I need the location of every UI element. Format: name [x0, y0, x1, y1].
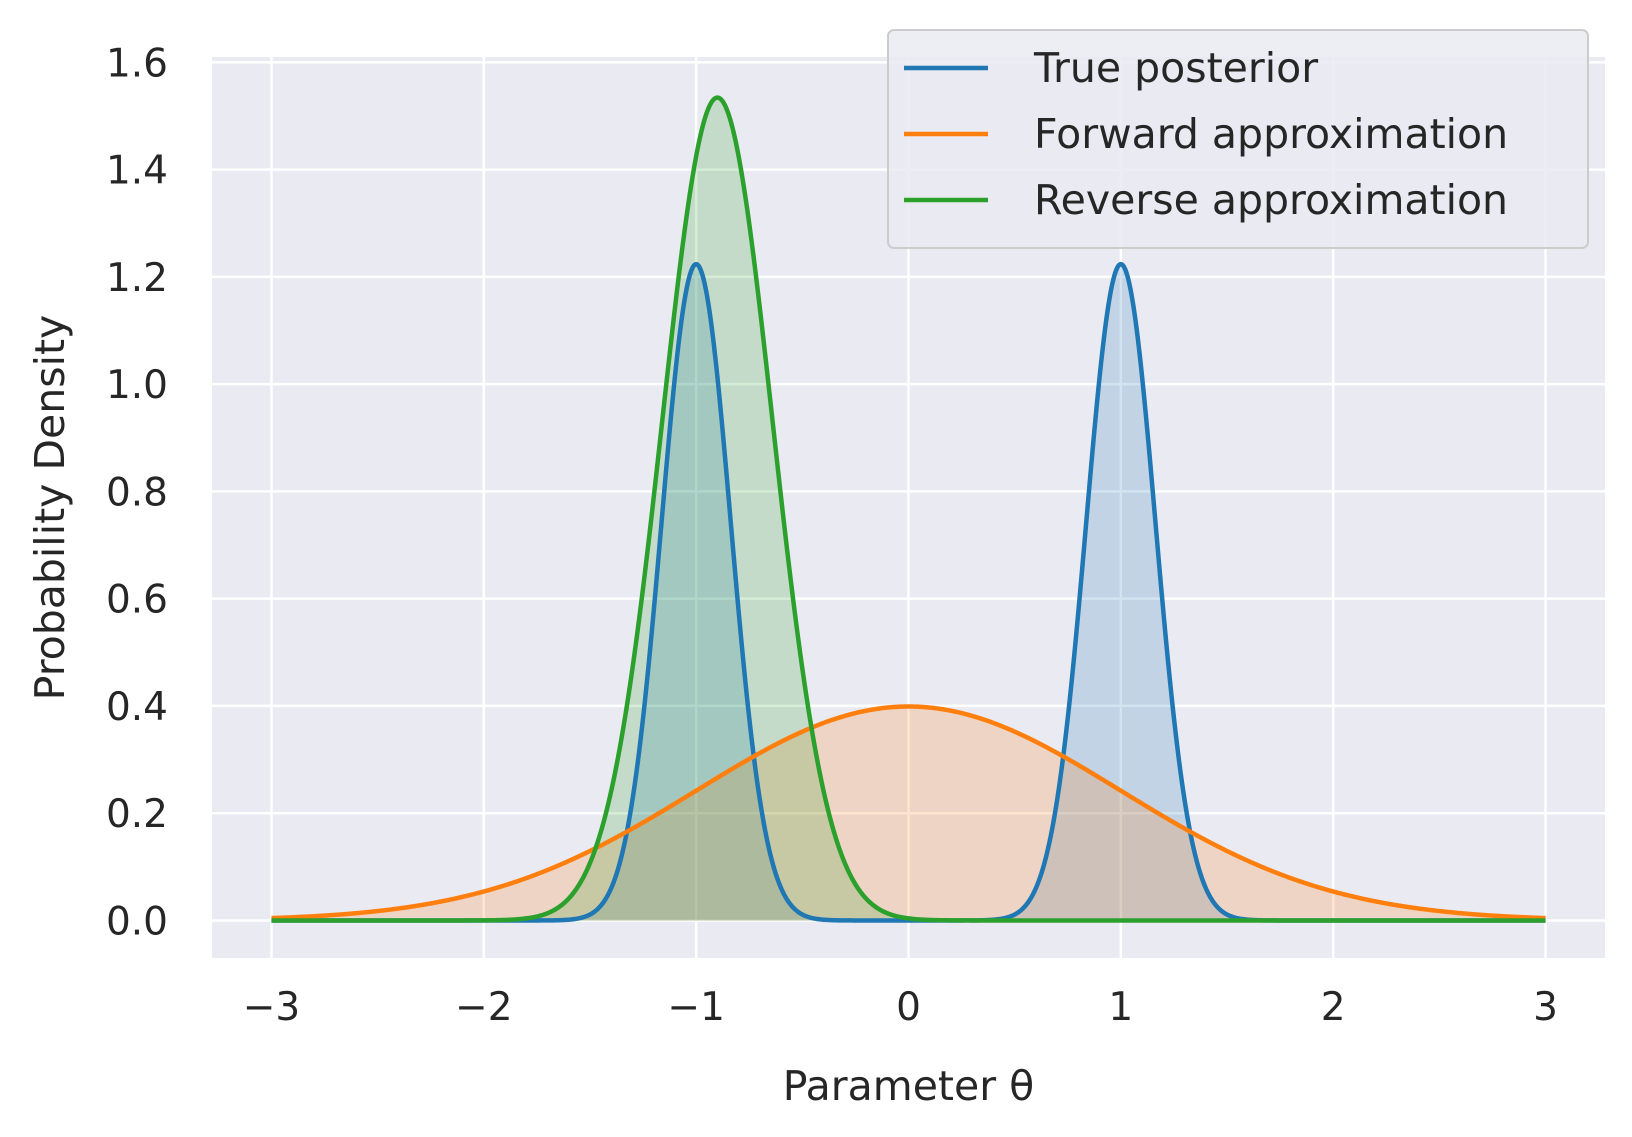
x-axis-ticks: −3 −2 −1 0 1 2 3	[243, 985, 1558, 1030]
x-tick-label: 0	[896, 985, 921, 1030]
y-tick-label: 0.0	[106, 899, 168, 944]
y-tick-label: 1.0	[106, 363, 168, 408]
legend: True posterior Forward approximation Rever…	[887, 29, 1589, 249]
x-axis-label: Parameter θ	[783, 1062, 1034, 1110]
y-tick-label: 0.6	[106, 578, 168, 623]
y-axis-label: Probability Density	[26, 315, 74, 701]
x-tick-label: −2	[455, 985, 513, 1030]
series-line-1	[270, 704, 1547, 921]
legend-entry-label: Reverse approximation	[1034, 176, 1508, 224]
x-tick-label: 1	[1108, 985, 1133, 1030]
series-line-2	[270, 95, 1547, 923]
x-tick-label: −3	[243, 985, 301, 1030]
y-tick-label: 1.4	[106, 149, 168, 194]
y-axis-ticks: 0.0 0.2 0.4 0.6 0.8 1.0 1.2 1.4 1.6	[106, 41, 168, 944]
legend-box	[887, 29, 1589, 249]
legend-entry-label: Forward approximation	[1034, 110, 1508, 158]
y-tick-label: 0.4	[106, 685, 168, 730]
x-tick-label: −1	[667, 985, 725, 1030]
y-tick-label: 1.6	[106, 41, 168, 86]
y-tick-label: 1.2	[106, 256, 168, 301]
y-tick-label: 0.2	[106, 792, 168, 837]
x-tick-label: 3	[1533, 985, 1558, 1030]
x-tick-label: 2	[1321, 985, 1346, 1030]
legend-entry-label: True posterior	[1033, 44, 1318, 92]
series-lines	[270, 95, 1547, 923]
y-tick-label: 0.8	[106, 470, 168, 515]
